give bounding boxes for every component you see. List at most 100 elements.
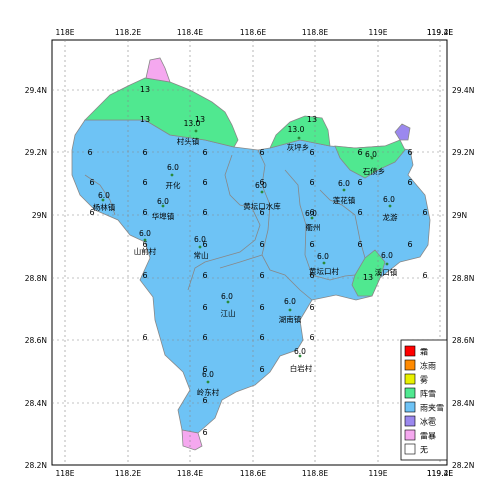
field-value-6: 6 [259,365,264,374]
station-dot [206,380,210,384]
station-value: 6.0 [194,235,206,244]
legend-freezing-fog-swatch [404,345,416,357]
field-value-6: 6 [259,271,264,280]
field-value-6: 6 [202,240,207,249]
station-value: 13.0 [288,125,305,134]
station-value: 6.0 [317,252,329,261]
station-dot [143,238,147,242]
y-tick-label-left: 29.2N [25,148,47,157]
x-tick-label-bottom: 118.4E [177,469,203,478]
field-value-6: 6 [142,333,147,342]
field-value-6: 6 [259,208,264,217]
axis-ticks: 118E 118E 118.2E 118.2E 118.4E 118.4E 118.6E 11… [25,28,475,478]
graticule [52,40,447,465]
field-value-6: 6 [202,333,207,342]
station-name: 杨林镇 [93,202,116,212]
x-tick-label-bottom: 119.4E [427,469,453,478]
legend-thunderstorm-swatch [404,429,416,441]
field-value-6: 6 [202,208,207,217]
legend-box [400,339,448,461]
field-value-6: 6 [357,148,362,157]
legend-fog-label: 雾 [420,376,428,385]
x-tick-label-top: 118E [55,28,74,37]
x-tick-label-bottom: 119E [368,469,387,478]
x-tick-label-top: 119.2E [427,28,453,37]
station-name: 山前村 [134,246,157,256]
y-tick-label-right: 28.6N [452,336,474,345]
station-dot [260,190,264,194]
x-tick-label-top: 119.4E [427,28,453,37]
field-value-13: 13 [140,85,150,94]
y-tick-label-right: 28.8N [452,274,474,283]
field-value-6: 6 [202,396,207,405]
station-name: 江山 [221,308,236,318]
field-value-6: 6 [202,178,207,187]
x-tick-label-top: 118.8E [302,28,328,37]
station-dot [298,354,302,358]
station-dot [297,136,301,140]
station-name: 莲花镇 [333,195,356,205]
shower-snow-region [334,139,406,179]
thunderstorm-region [181,429,203,451]
station-value: 6.0 [139,229,151,238]
x-tick-label-top: 119E [368,28,387,37]
legend-shower-snow-swatch [404,387,416,399]
hail-region [394,123,411,141]
x-tick-label-bottom: 118E [55,469,74,478]
legend-freezing-fog-label: 霜 [420,348,428,357]
station-dot [226,300,230,304]
field-value-6: 6 [259,303,264,312]
y-tick-label-right: 28.4N [452,399,474,408]
field-value-6: 6 [259,240,264,249]
field-value-6: 6 [422,208,427,217]
y-tick-label-left: 29.4N [25,86,47,95]
station-dot [194,129,198,133]
field-value-6: 6 [309,178,314,187]
field-value-6: 6 [309,303,314,312]
field-value-6: 6 [357,178,362,187]
station-value: 6.0 [381,251,393,260]
y-tick-label-left: 28.8N [25,274,47,283]
field-value-6: 6 [202,303,207,312]
station-value: 6.0 [383,195,395,204]
field-value-13: 13 [140,115,150,124]
thunderstorm-region [145,57,171,83]
legend-hail-swatch [404,415,416,427]
field-value-6: 6 [89,208,94,217]
station-value: 6.0 [157,197,169,206]
station-dot [310,216,314,220]
field-value-6: 6 [259,333,264,342]
x-tick-label-bottom: 118.2E [115,469,141,478]
field-value-6: 6 [259,148,264,157]
field-value-6: 6 [142,148,147,157]
station-value: 6.0 [202,370,214,379]
field-value-6: 6 [309,208,314,217]
field-value-6: 6 [202,365,207,374]
field-value-6: 6 [407,240,412,249]
field-values: 6 6 6 6 6 6 66 6 6 6 6 6 66 6 6 6 66 6 6 66 6 6 6 6 666 6 6 6 6 66 6 66… [87,85,427,437]
x-tick-label-top: 118.2E [115,28,141,37]
field-value-6: 6 [202,148,207,157]
y-tick-label-left: 28.4N [25,399,47,408]
x-tick-label-top: 118.6E [240,28,266,37]
y-tick-label-left: 29N [32,211,47,220]
station-name: 村头镇 [177,136,200,146]
station-dot [101,198,105,202]
field-value-6: 6 [357,240,362,249]
field-value-6: 6 [309,240,314,249]
field-value-6: 6 [407,178,412,187]
station-value: 6.0 [338,179,350,188]
station-labels: 13.0村头镇13.0灰坪乡6.0开化6.0石债乡6.0杨林镇6.0华埠镇6.0… [93,119,398,397]
legend-freezing-rain-label: 冻雨 [420,361,436,371]
field-value-6: 6 [142,178,147,187]
field-value-6: 6 [309,333,314,342]
station-value: 6.0 [305,209,317,218]
station-name: 华埠镇 [152,211,175,221]
y-tick-label-right: 28.2N [452,461,474,470]
station-name: 衢州 [306,222,321,232]
x-tick-label-bottom: 119.2E [427,469,453,478]
field-value-6: 6 [142,208,147,217]
station-name: 常山 [194,250,209,260]
